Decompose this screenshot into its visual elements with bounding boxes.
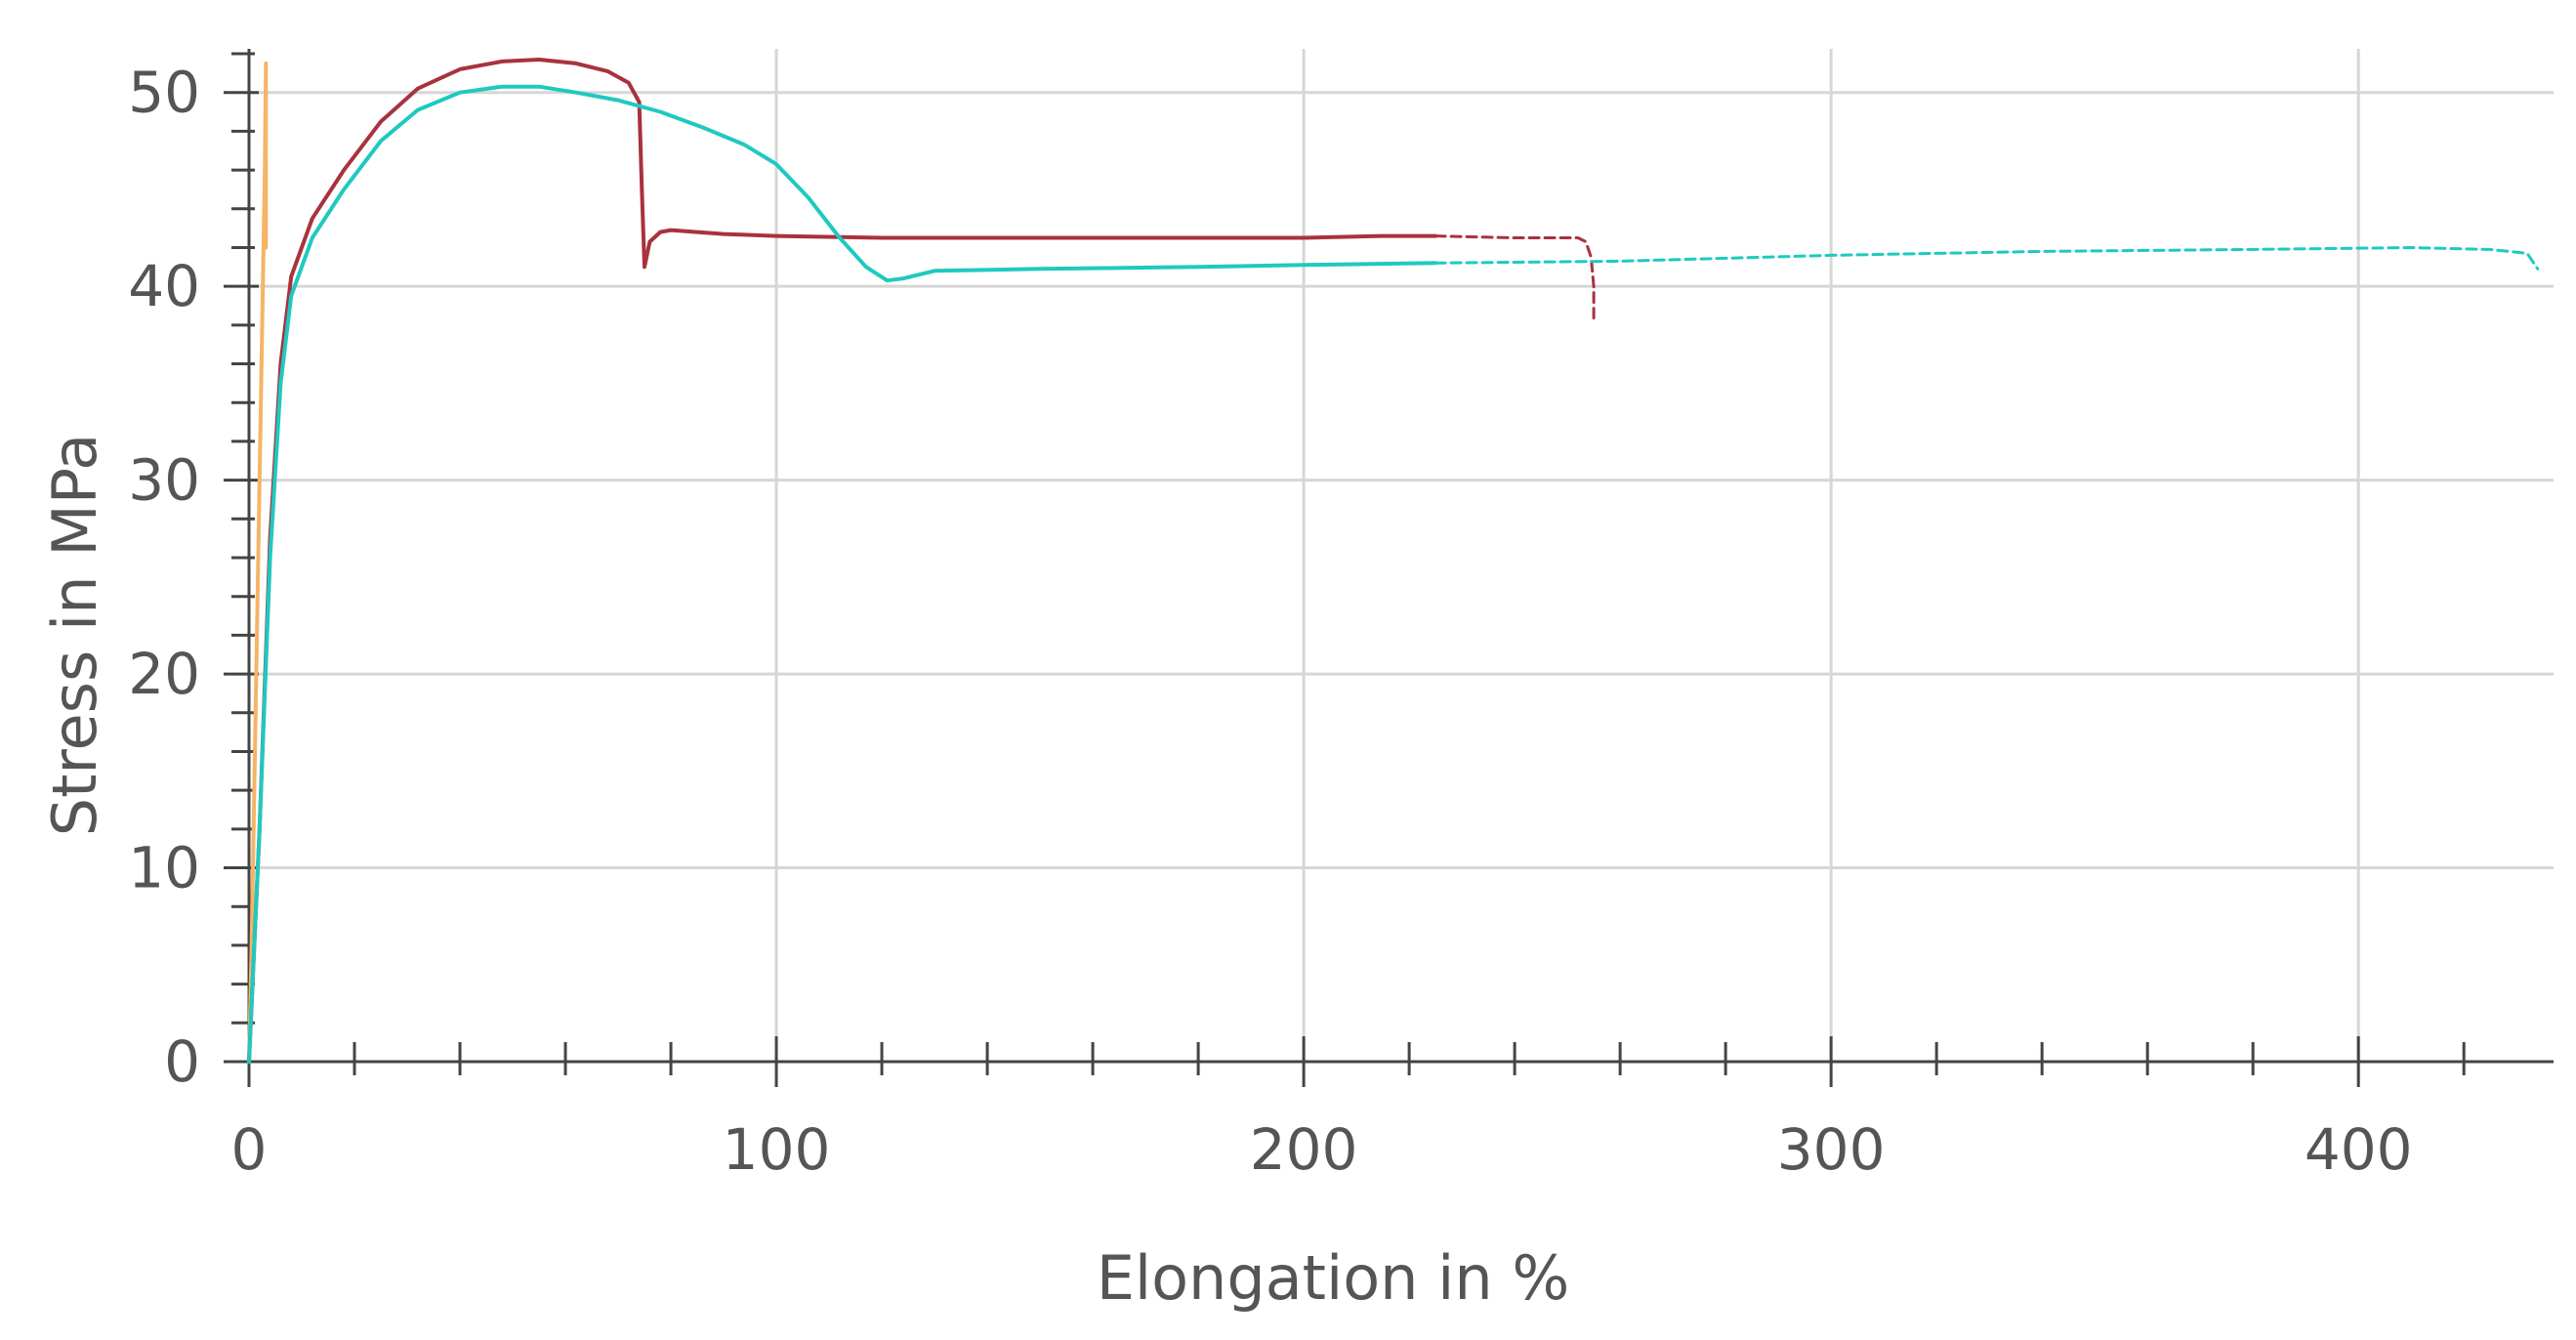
x-tick-label-200: 200 (1250, 1116, 1358, 1183)
series-line-1 (247, 58, 1438, 1064)
x-tick-label-100: 100 (723, 1116, 831, 1183)
axes-layer (224, 49, 2554, 1087)
y-tick-label-40: 40 (128, 253, 200, 319)
y-axis-title: Stress in MPa (39, 434, 110, 837)
x-tick-label-300: 300 (1777, 1116, 1886, 1183)
grid-layer (249, 49, 2554, 1062)
y-tick-label-30: 30 (128, 447, 200, 514)
x-tick-label-400: 400 (2305, 1116, 2413, 1183)
y-tick-label-50: 50 (128, 60, 200, 126)
series-line-4 (1433, 246, 2540, 271)
x-axis-title: Elongation in % (1097, 1242, 1570, 1314)
series-layer (247, 58, 2540, 1064)
labels-layer: 0 100 200 300 400 0 10 20 30 40 50 (128, 60, 2412, 1183)
series-line-3 (247, 84, 1438, 1064)
y-tick-label-10: 10 (128, 835, 200, 901)
y-tick-label-0: 0 (164, 1028, 200, 1095)
y-tick-label-20: 20 (128, 641, 200, 707)
series-line-0 (247, 61, 269, 1064)
x-tick-label-0: 0 (231, 1116, 268, 1183)
series-line-2 (1433, 234, 1596, 323)
